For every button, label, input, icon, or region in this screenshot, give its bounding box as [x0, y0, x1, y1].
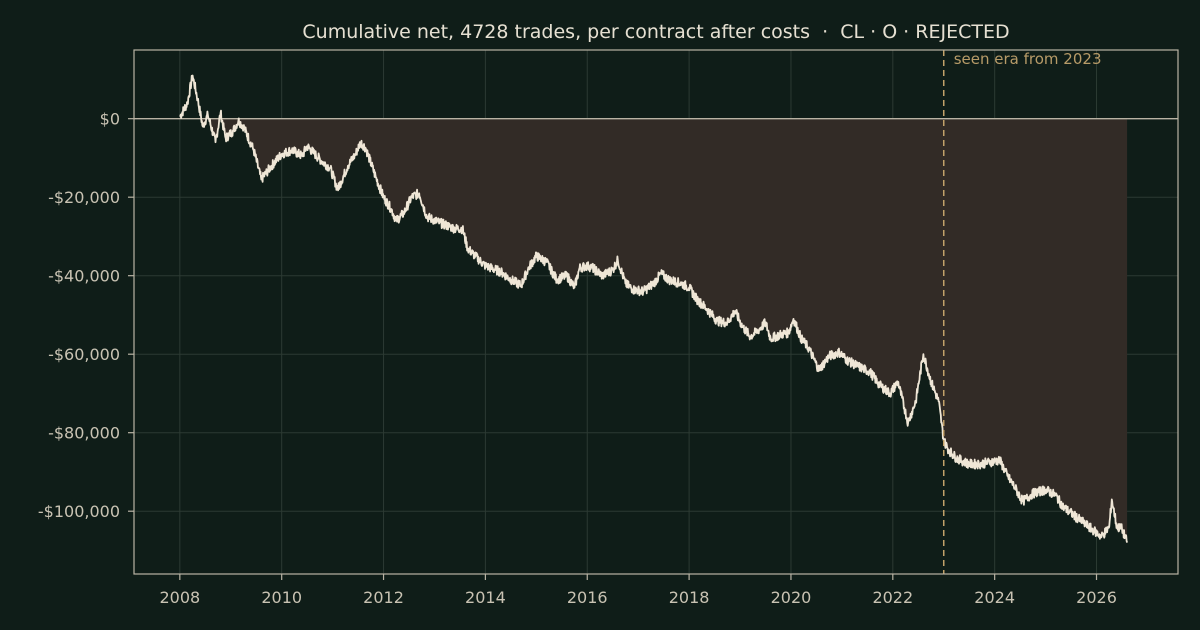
annotation-layer: seen era from 2023 — [942, 50, 1102, 574]
x-tick-label: 2026 — [1076, 588, 1117, 607]
y-tick-label: -$20,000 — [48, 188, 120, 207]
y-tick-label: -$60,000 — [48, 345, 120, 364]
y-tick-label: -$100,000 — [38, 502, 120, 521]
x-tick-label: 2024 — [974, 588, 1015, 607]
y-axis: $0 -$20,000 -$40,000 -$60,000 -$80,000 -$100,… — [38, 110, 134, 521]
era-label: seen era from 2023 — [954, 50, 1102, 68]
x-tick-label: 2018 — [669, 588, 710, 607]
x-tick-label: 2010 — [261, 588, 302, 607]
y-tick-label: $0 — [100, 110, 120, 129]
drawdown-area — [179, 118, 1128, 543]
line-layer — [179, 74, 1128, 543]
x-tick-label: 2022 — [872, 588, 913, 607]
y-tick-label: -$80,000 — [48, 424, 120, 443]
chart-title: Cumulative net, 4728 trades, per contrac… — [302, 21, 1009, 43]
x-tick-label: 2016 — [567, 588, 608, 607]
plot-border — [133, 49, 1179, 575]
area-layer — [134, 117, 1178, 543]
x-tick-label: 2008 — [159, 588, 200, 607]
x-axis: 2008 2010 2012 2014 2016 2018 2020 2022 2024 2026 — [159, 574, 1117, 607]
cumulative-net-line — [179, 74, 1128, 543]
y-tick-label: -$40,000 — [48, 267, 120, 286]
x-tick-label: 2012 — [363, 588, 404, 607]
x-tick-label: 2020 — [771, 588, 812, 607]
plot-frame — [133, 49, 1179, 575]
x-tick-label: 2014 — [465, 588, 506, 607]
